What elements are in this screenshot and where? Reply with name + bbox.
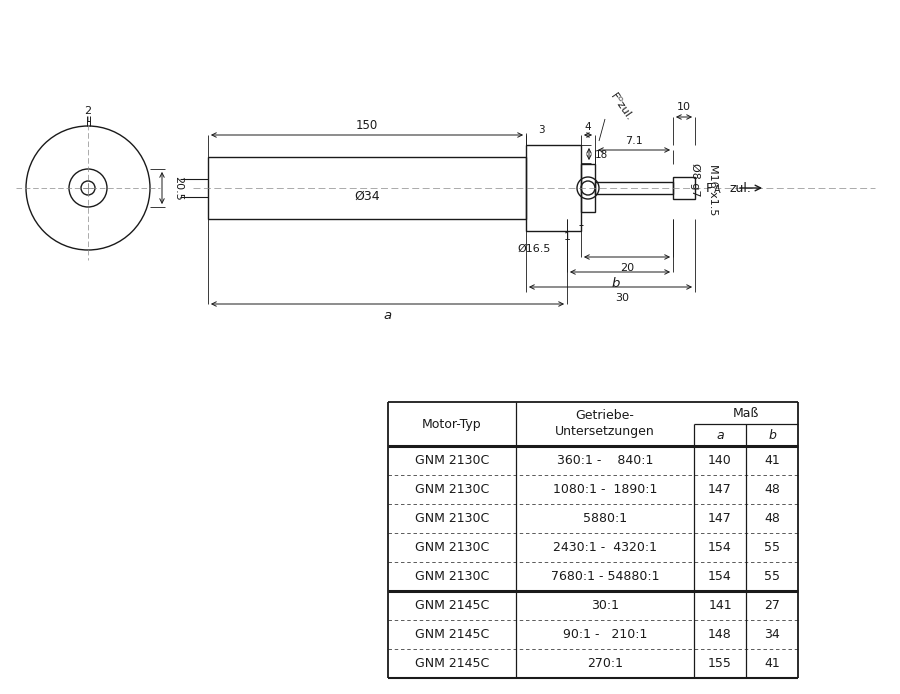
Text: 48: 48 xyxy=(764,512,780,525)
Text: 4: 4 xyxy=(585,122,591,132)
Text: GNM 2130C: GNM 2130C xyxy=(415,570,489,583)
Text: 18: 18 xyxy=(595,150,608,160)
Bar xyxy=(581,164,595,212)
Text: GNM 2145C: GNM 2145C xyxy=(415,599,489,612)
Text: 155: 155 xyxy=(708,657,732,670)
Text: b: b xyxy=(768,428,776,441)
Text: 7.1: 7.1 xyxy=(626,136,643,146)
Text: Motor-Typ: Motor-Typ xyxy=(422,418,482,430)
Text: 5880:1: 5880:1 xyxy=(583,512,627,525)
Text: M16 x1.5: M16 x1.5 xyxy=(708,164,718,216)
Text: 34: 34 xyxy=(764,628,780,641)
Text: a: a xyxy=(383,309,392,321)
Text: Getriebe-: Getriebe- xyxy=(576,409,634,422)
Text: GNM 2130C: GNM 2130C xyxy=(415,483,489,496)
Text: 147: 147 xyxy=(708,483,732,496)
Text: 2430:1 -  4320:1: 2430:1 - 4320:1 xyxy=(553,541,657,554)
Text: 41: 41 xyxy=(764,454,780,467)
Text: 55: 55 xyxy=(764,570,780,583)
Text: Ø8 g7: Ø8 g7 xyxy=(690,163,700,197)
Text: 7680:1 - 54880:1: 7680:1 - 54880:1 xyxy=(551,570,659,583)
Text: zul.: zul. xyxy=(729,182,751,194)
Text: a: a xyxy=(716,428,724,441)
Text: 1: 1 xyxy=(563,232,571,242)
Text: 90:1 -   210:1: 90:1 - 210:1 xyxy=(562,628,647,641)
Text: 10: 10 xyxy=(677,102,691,112)
Text: Ø16.5: Ø16.5 xyxy=(518,244,551,254)
Text: 150: 150 xyxy=(356,119,378,131)
Text: GNM 2130C: GNM 2130C xyxy=(415,454,489,467)
Bar xyxy=(208,157,526,219)
Text: 30: 30 xyxy=(616,293,629,303)
Text: 3: 3 xyxy=(538,125,544,135)
Text: Fᴼzul.: Fᴼzul. xyxy=(608,91,634,123)
Text: GNM 2130C: GNM 2130C xyxy=(415,541,489,554)
Text: 141: 141 xyxy=(708,599,732,612)
Text: 270:1: 270:1 xyxy=(587,657,623,670)
Text: 30:1: 30:1 xyxy=(591,599,619,612)
Text: 20: 20 xyxy=(620,263,634,273)
Text: 1080:1 -  1890:1: 1080:1 - 1890:1 xyxy=(553,483,657,496)
Text: 140: 140 xyxy=(708,454,732,467)
Text: 154: 154 xyxy=(708,570,732,583)
Text: 360:1 -    840:1: 360:1 - 840:1 xyxy=(557,454,653,467)
Text: Maß: Maß xyxy=(733,407,760,419)
Text: 154: 154 xyxy=(708,541,732,554)
Text: 41: 41 xyxy=(764,657,780,670)
Text: b: b xyxy=(612,276,620,289)
Text: F: F xyxy=(706,182,713,194)
Text: 55: 55 xyxy=(764,541,780,554)
Text: 27: 27 xyxy=(764,599,780,612)
Text: GNM 2145C: GNM 2145C xyxy=(415,628,489,641)
Text: 148: 148 xyxy=(708,628,732,641)
Text: A: A xyxy=(714,185,720,195)
Text: Untersetzungen: Untersetzungen xyxy=(555,425,655,439)
Bar xyxy=(526,145,581,231)
Text: 48: 48 xyxy=(764,483,780,496)
Text: 20.5: 20.5 xyxy=(173,176,183,201)
Text: GNM 2145C: GNM 2145C xyxy=(415,657,489,670)
Bar xyxy=(595,182,673,194)
Text: GNM 2130C: GNM 2130C xyxy=(415,512,489,525)
Text: 147: 147 xyxy=(708,512,732,525)
Text: Ø34: Ø34 xyxy=(355,189,380,203)
Text: 2: 2 xyxy=(85,106,92,116)
Bar xyxy=(673,177,695,199)
